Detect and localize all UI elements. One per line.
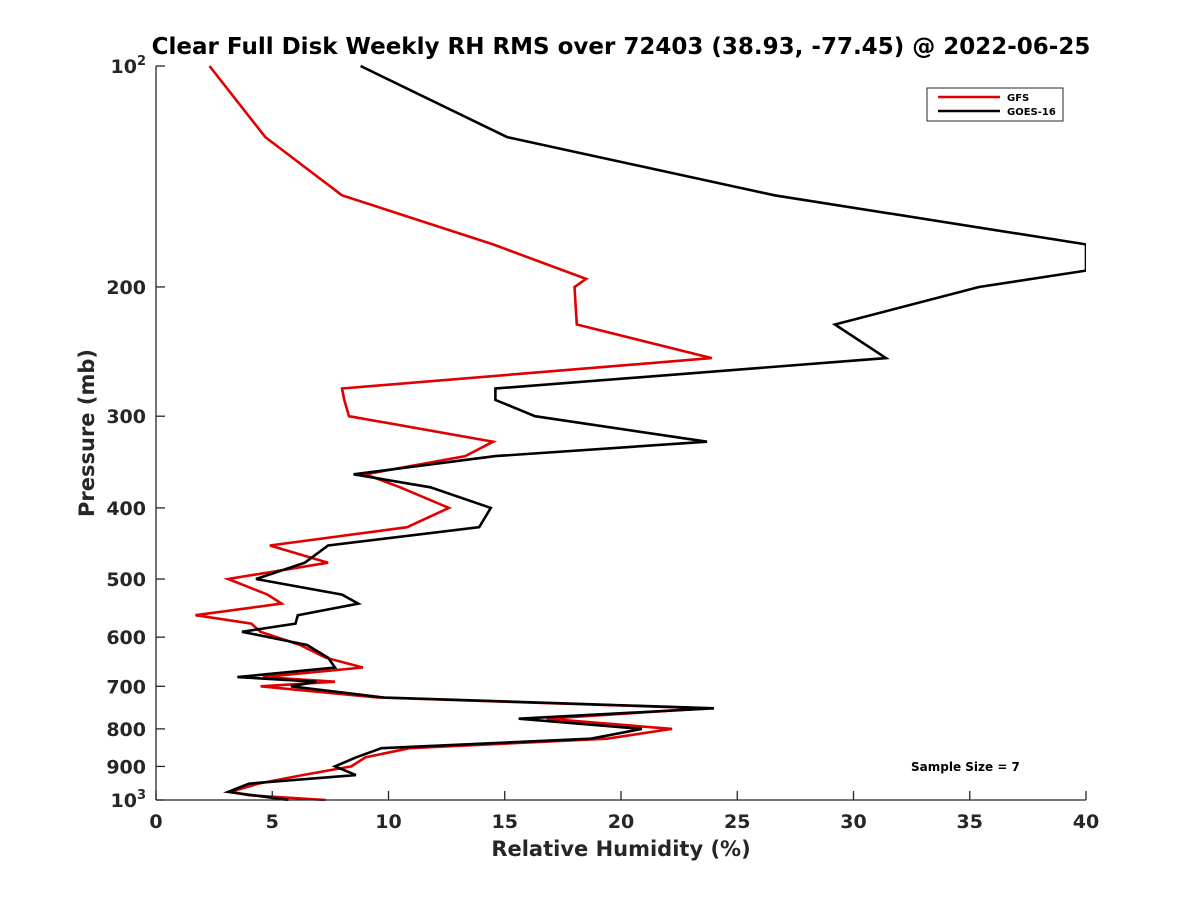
y-tick-label: 800 — [106, 719, 146, 741]
x-tick-label: 40 — [1073, 811, 1099, 833]
sample-size-annotation: Sample Size = 7 — [911, 760, 1020, 774]
x-tick-label: 5 — [266, 811, 279, 833]
y-tick-label: 300 — [106, 406, 146, 428]
x-tick-label: 30 — [840, 811, 866, 833]
legend-label-goes16: GOES-16 — [1007, 107, 1056, 118]
x-tick-label: 35 — [957, 811, 983, 833]
y-tick-label: 600 — [106, 627, 146, 649]
y-tick-label: 700 — [106, 676, 146, 698]
y-axis-label: Pressure (mb) — [75, 349, 99, 517]
x-axis-label: Relative Humidity (%) — [491, 837, 750, 861]
y-tick-label: 900 — [106, 756, 146, 778]
series-line-goes16 — [222, 65, 1086, 801]
legend-box — [926, 87, 1064, 122]
chart-title: Clear Full Disk Weekly RH RMS over 72403… — [152, 34, 1091, 60]
x-tick-label: 10 — [375, 811, 401, 833]
x-tick-label: 0 — [149, 811, 162, 833]
legend: GFS GOES-16 — [926, 87, 1064, 122]
y-tick-label: 500 — [106, 569, 146, 591]
y-tick-label: 102 — [111, 54, 147, 78]
y-tick-label: 200 — [106, 277, 146, 299]
series-layer — [195, 65, 1086, 801]
x-tick-label: 20 — [608, 811, 634, 833]
x-ticks: 0 5 10 15 20 25 30 35 40 — [149, 791, 1099, 833]
x-tick-label: 25 — [724, 811, 750, 833]
x-tick-label: 15 — [492, 811, 518, 833]
y-tick-label: 103 — [111, 788, 147, 812]
legend-label-gfs: GFS — [1007, 93, 1029, 104]
plot-area: 0 5 10 15 20 25 30 35 40 102 200 300 400 500 600 700 80… — [106, 54, 1099, 833]
y-ticks: 102 200 300 400 500 600 700 800 900 103 — [106, 54, 165, 812]
plot-background — [156, 66, 1086, 800]
y-tick-label: 400 — [106, 498, 146, 520]
